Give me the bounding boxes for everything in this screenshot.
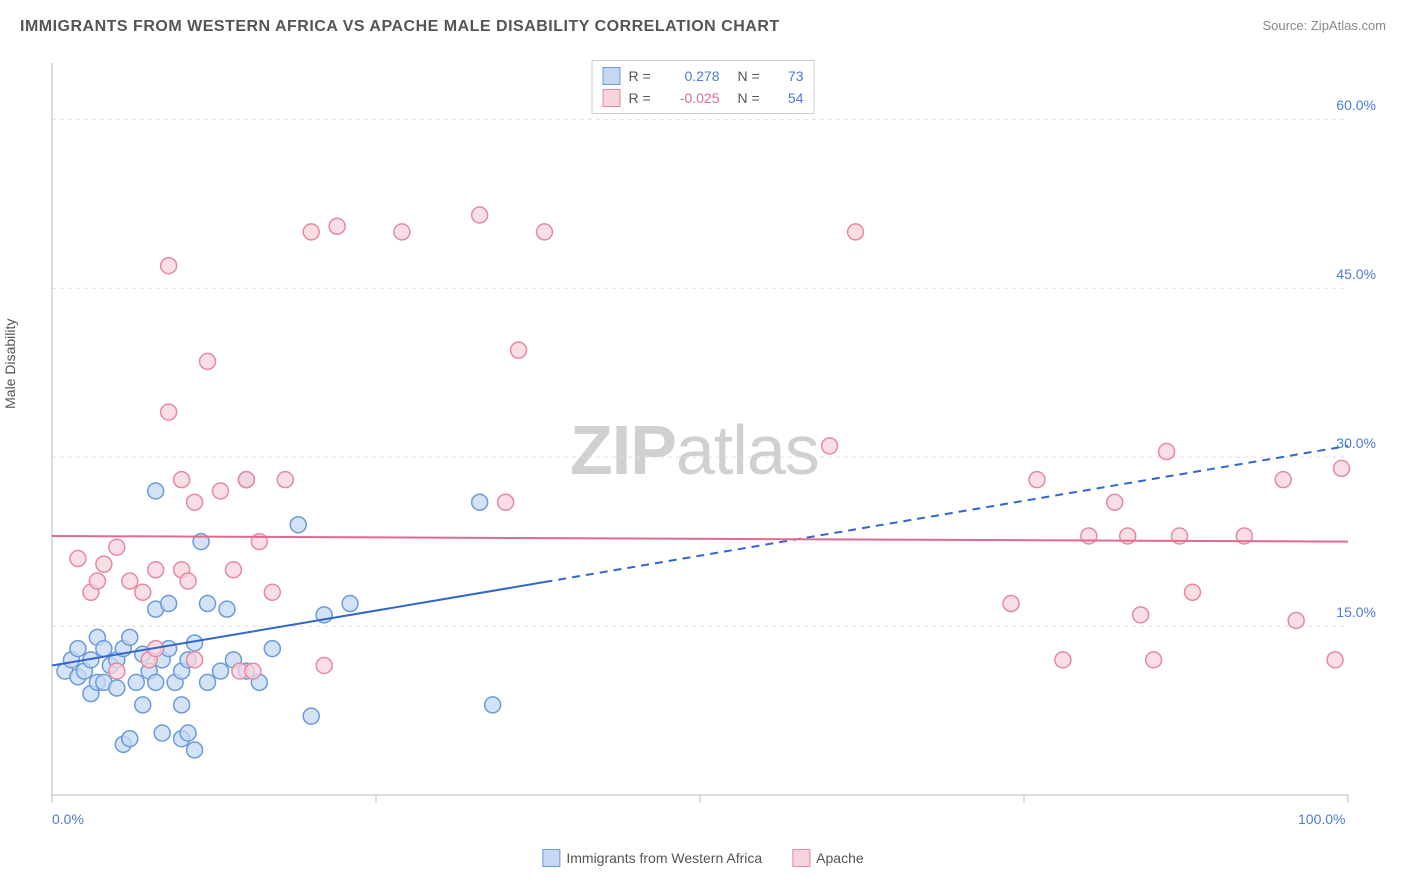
legend-correlation-row: R = -0.025 N = 54 [603,87,804,109]
y-tick-label: 45.0% [1336,266,1376,282]
legend-swatch [542,849,560,867]
legend-swatch [792,849,810,867]
r-label: R = [629,90,657,106]
legend-series-item: Apache [792,849,863,867]
legend-swatch [603,89,621,107]
r-value: -0.025 [665,90,720,106]
y-axis-label: Male Disability [2,319,18,409]
r-label: R = [629,68,657,84]
legend-correlation-row: R = 0.278 N = 73 [603,65,804,87]
chart-area [50,55,1350,815]
legend-swatch [603,67,621,85]
chart-title: IMMIGRANTS FROM WESTERN AFRICA VS APACHE… [20,18,780,36]
n-label: N = [738,68,766,84]
scatter-chart [50,55,1350,815]
legend-series-label: Immigrants from Western Africa [566,850,762,866]
y-tick-label: 15.0% [1336,604,1376,620]
x-tick-label: 0.0% [52,811,84,827]
y-tick-label: 30.0% [1336,435,1376,451]
correlation-legend: R = 0.278 N = 73 R = -0.025 N = 54 [592,60,815,114]
legend-series-label: Apache [816,850,863,866]
n-value: 54 [774,90,804,106]
x-tick-label: 100.0% [1298,811,1345,827]
source-label: Source: ZipAtlas.com [1262,18,1386,33]
legend-series-item: Immigrants from Western Africa [542,849,762,867]
y-tick-label: 60.0% [1336,97,1376,113]
r-value: 0.278 [665,68,720,84]
n-label: N = [738,90,766,106]
n-value: 73 [774,68,804,84]
series-legend: Immigrants from Western Africa Apache [542,849,863,867]
